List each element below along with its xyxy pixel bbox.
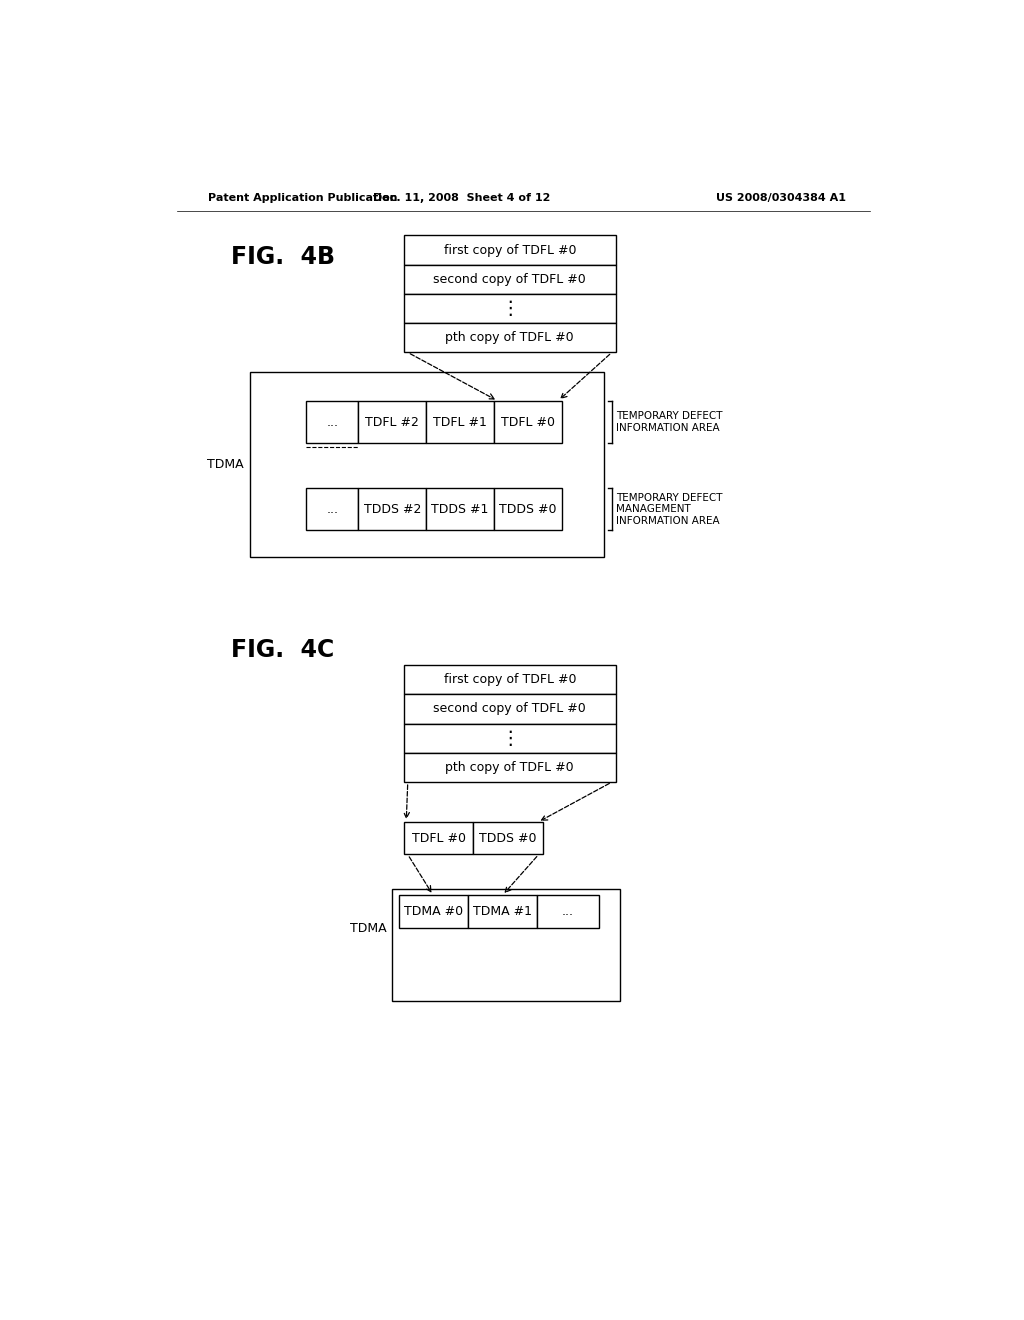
Text: TDDS #0: TDDS #0 (479, 832, 537, 845)
Bar (473, 822, 543, 854)
Bar (398, 895, 468, 928)
Text: Patent Application Publication: Patent Application Publication (208, 194, 397, 203)
Bar (403, 294, 615, 323)
Text: ...: ... (562, 906, 573, 917)
Bar (392, 890, 620, 1001)
Bar (494, 401, 562, 444)
Text: first copy of TDFL #0: first copy of TDFL #0 (443, 673, 577, 686)
Bar (403, 323, 615, 352)
Text: TDDS #2: TDDS #2 (364, 503, 421, 516)
Bar (538, 895, 599, 928)
Text: ...: ... (327, 416, 338, 429)
Bar (403, 665, 615, 694)
Bar (494, 488, 562, 531)
Bar (426, 488, 494, 531)
Bar (468, 895, 538, 928)
Text: FIG.  4B: FIG. 4B (230, 246, 335, 269)
Bar (403, 264, 615, 294)
Bar (358, 488, 426, 531)
Text: FIG.  4C: FIG. 4C (230, 638, 334, 661)
Text: TDMA #0: TDMA #0 (403, 906, 463, 917)
Text: TDFL #0: TDFL #0 (501, 416, 555, 429)
Text: ...: ... (327, 503, 338, 516)
Bar (403, 235, 615, 264)
Bar (306, 401, 358, 444)
Text: second copy of TDFL #0: second copy of TDFL #0 (433, 273, 586, 286)
Text: TDMA: TDMA (207, 458, 244, 471)
Bar (403, 822, 473, 854)
Text: TDDS #1: TDDS #1 (431, 503, 488, 516)
Text: ⋮: ⋮ (500, 300, 519, 318)
Text: Dec. 11, 2008  Sheet 4 of 12: Dec. 11, 2008 Sheet 4 of 12 (373, 194, 550, 203)
Bar (426, 401, 494, 444)
Text: pth copy of TDFL #0: pth copy of TDFL #0 (445, 760, 574, 774)
Text: TDFL #2: TDFL #2 (366, 416, 419, 429)
Text: TDMA: TDMA (349, 921, 386, 935)
Text: TDFL #1: TDFL #1 (433, 416, 487, 429)
Bar (403, 752, 615, 781)
Bar (250, 372, 604, 557)
Bar (403, 723, 615, 752)
Text: US 2008/0304384 A1: US 2008/0304384 A1 (716, 194, 846, 203)
Text: TEMPORARY DEFECT
MANAGEMENT
INFORMATION AREA: TEMPORARY DEFECT MANAGEMENT INFORMATION … (615, 492, 722, 525)
Text: first copy of TDFL #0: first copy of TDFL #0 (443, 243, 577, 256)
Bar (358, 401, 426, 444)
Text: second copy of TDFL #0: second copy of TDFL #0 (433, 702, 586, 715)
Text: pth copy of TDFL #0: pth copy of TDFL #0 (445, 331, 574, 345)
Text: TDDS #0: TDDS #0 (499, 503, 557, 516)
Bar (403, 694, 615, 723)
Text: ⋮: ⋮ (500, 729, 519, 747)
Text: TDMA #1: TDMA #1 (473, 906, 532, 917)
Bar (306, 488, 358, 531)
Text: TDFL #0: TDFL #0 (412, 832, 466, 845)
Text: TEMPORARY DEFECT
INFORMATION AREA: TEMPORARY DEFECT INFORMATION AREA (615, 412, 722, 433)
